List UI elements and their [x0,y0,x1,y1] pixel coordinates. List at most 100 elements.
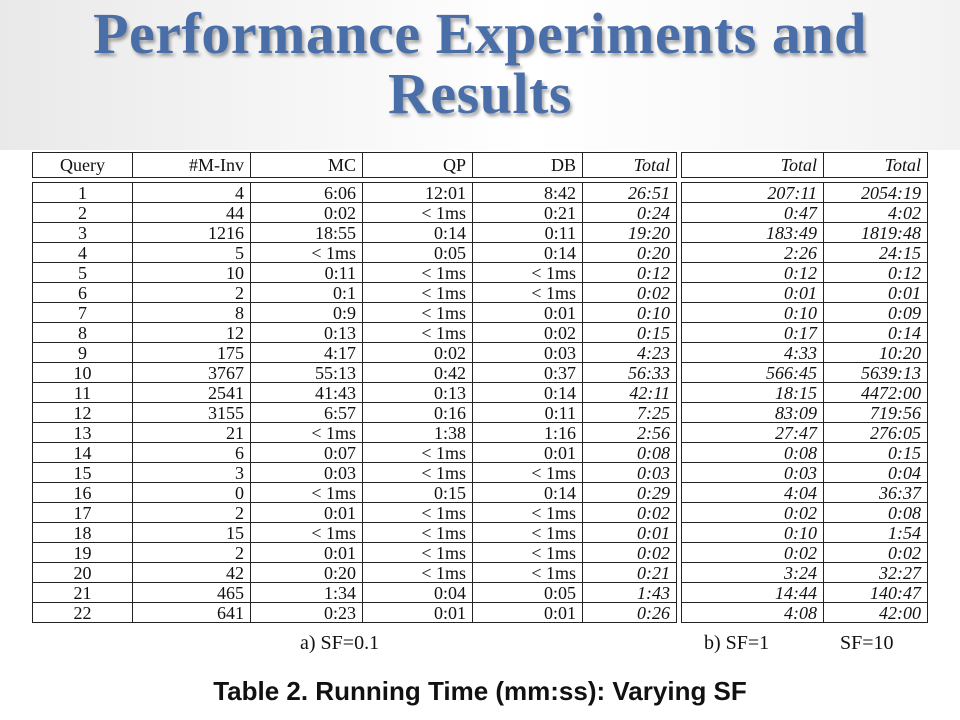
table-cell: 19:20 [582,222,677,243]
table-cell: 0:37 [472,362,583,383]
table-cell: 0:05 [362,242,473,263]
table-cell: 0:01 [472,302,583,323]
table-cell: 0:14 [823,322,928,343]
table-cell: < 1ms [362,322,473,343]
table-row: 4:08 42:00 [681,602,928,623]
table-row: 207:11 2054:19 [681,182,928,203]
table-cell: < 1ms [472,502,583,523]
table-cell: 0 [132,482,251,503]
table-cell: 0:03 [582,462,677,483]
table-cell: < 1ms [362,502,473,523]
table-cell: 1819:48 [823,222,928,243]
table-cell: 0:02 [472,322,583,343]
table-a-header-cell: Query [32,152,133,178]
table-cell: 5 [32,262,133,283]
table-row: 0:03 0:04 [681,462,928,483]
table-row: 18 15 < 1ms < 1ms < 1ms 0:01 [32,522,677,543]
table-cell: 19 [32,542,133,563]
table-row: 0:10 1:54 [681,522,928,543]
table-cell: 7:25 [582,402,677,423]
table-cell: 566:45 [681,362,824,383]
table-row: 14:44 140:47 [681,582,928,603]
table-cell: 0:08 [582,442,677,463]
table-row: 21 465 1:34 0:04 0:05 1:43 [32,582,677,603]
table-row: 2 44 0:02 < 1ms 0:21 0:24 [32,202,677,223]
table-row: 27:47 276:05 [681,422,928,443]
table-cell: 0:01 [250,542,363,563]
table-cell: 8 [32,322,133,343]
table-cell: 56:33 [582,362,677,383]
table-cell: 0:1 [250,282,363,303]
table-row: 0:08 0:15 [681,442,928,463]
table-cell: 4:04 [681,482,824,503]
table-row: 1 4 6:06 12:01 8:42 26:51 [32,182,677,203]
table-row: 0:12 0:12 [681,262,928,283]
table-cell: 0:10 [582,302,677,323]
table-cell: 18 [32,522,133,543]
table-cell: < 1ms [472,522,583,543]
table-cell: 0:12 [681,262,824,283]
table-cell: 22 [32,602,133,623]
table-a-body: 1 4 6:06 12:01 8:42 26:51 2 44 0:02 < 1ms 0:21 0:24… [32,177,677,623]
table-cell: 465 [132,582,251,603]
table-cell: 4:17 [250,342,363,363]
table-cell: 0:21 [472,202,583,223]
table-cell: 32:27 [823,562,928,583]
table-b-header-cell: Total [823,152,928,178]
table-cell: < 1ms [362,542,473,563]
title-band [0,0,960,150]
table-cell: 0:02 [362,342,473,363]
table-cell: 16 [32,482,133,503]
table-cell: < 1ms [362,442,473,463]
table-cell: 10 [132,262,251,283]
table-cell: < 1ms [362,282,473,303]
table-cell: 175 [132,342,251,363]
table-cell: 0:01 [681,282,824,303]
table-row: 8 12 0:13 < 1ms 0:02 0:15 [32,322,677,343]
table-cell: 20 [32,562,133,583]
table-cell: 4 [32,242,133,263]
table-cell: 0:13 [250,322,363,343]
table-cell: 6:57 [250,402,363,423]
table-cell: 15 [32,462,133,483]
table-row: 0:01 0:01 [681,282,928,303]
table-cell: 10 [32,362,133,383]
table-a: Query #M-Inv MC QP DB Total 1 4 6:06 12:01 8:42 26… [32,152,677,623]
table-cell: 0:07 [250,442,363,463]
slide-title-line1: Performance Experiments and [93,1,867,66]
table-row: 2:26 24:15 [681,242,928,263]
table-row: 4:04 36:37 [681,482,928,503]
table-cell: 0:02 [582,282,677,303]
table-cell: 41:43 [250,382,363,403]
table-cell: 0:12 [823,262,928,283]
table-cell: 0:21 [582,562,677,583]
table-cell: 4:08 [681,602,824,623]
table-row: 14 6 0:07 < 1ms 0:01 0:08 [32,442,677,463]
table-cell: 0:14 [362,222,473,243]
table-cell: 0:02 [250,202,363,223]
table-cell: 2 [132,542,251,563]
table-a-header-row: Query #M-Inv MC QP DB Total [32,152,677,178]
table-row: 13 21 < 1ms 1:38 1:16 2:56 [32,422,677,443]
table-cell: 0:02 [681,502,824,523]
table-cell: 21 [132,422,251,443]
table-cell: 719:56 [823,402,928,423]
table-cell: 9 [32,342,133,363]
table-cell: 42:11 [582,382,677,403]
table-cell: 0:01 [823,282,928,303]
table-row: 3 1216 18:55 0:14 0:11 19:20 [32,222,677,243]
table-cell: 2 [132,282,251,303]
table-cell: < 1ms [362,562,473,583]
table-cell: 276:05 [823,422,928,443]
table-row: 0:17 0:14 [681,322,928,343]
table-a-wrapper: Query #M-Inv MC QP DB Total 1 4 6:06 12:01 8:42 26… [32,152,677,623]
table-cell: 3155 [132,402,251,423]
table-cell: 0:05 [472,582,583,603]
table-cell: 0:08 [681,442,824,463]
table-cell: 0:15 [362,482,473,503]
table-cell: 15 [132,522,251,543]
table-cell: 0:14 [472,482,583,503]
table-cell: 1:38 [362,422,473,443]
table-cell: < 1ms [362,462,473,483]
table-cell: < 1ms [472,262,583,283]
